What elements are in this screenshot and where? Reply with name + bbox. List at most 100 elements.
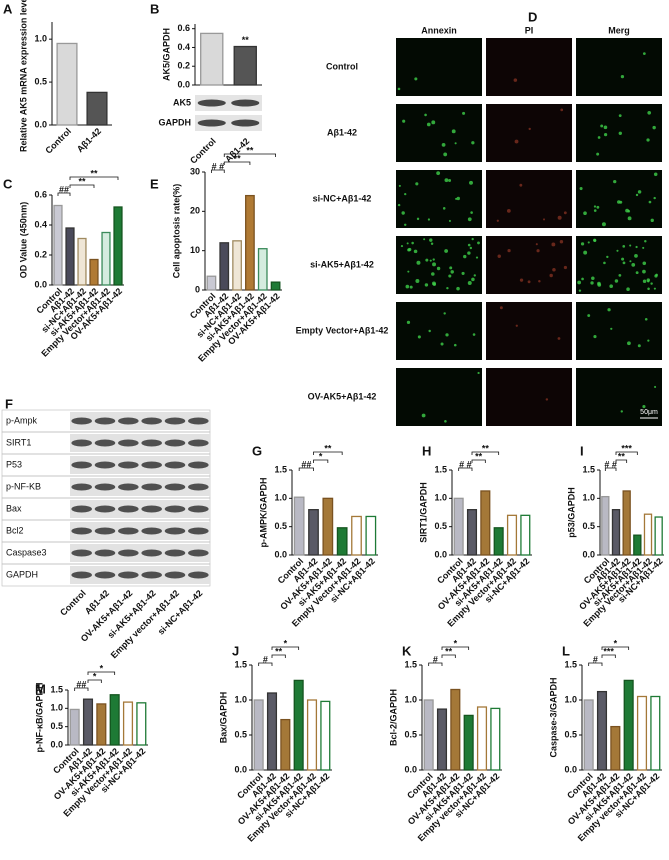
cell-dot <box>647 280 650 283</box>
blot-band <box>231 119 260 127</box>
cell-dot <box>587 314 591 317</box>
cell-dot <box>451 129 456 134</box>
cell-dot <box>635 193 639 197</box>
significance-label: # <box>593 654 598 664</box>
y-tick-label: 1.0 <box>234 694 247 704</box>
significance-bracket <box>441 654 456 658</box>
micrograph <box>576 236 662 294</box>
y-tick-label: 0.5 <box>404 729 417 739</box>
cell-dot <box>616 249 619 252</box>
blot-background <box>70 456 210 474</box>
significance-label: * <box>100 663 104 673</box>
y-tick-label: 1.5 <box>274 464 287 474</box>
blot-band <box>188 549 209 557</box>
panel-letter: E <box>150 176 159 191</box>
panel-letter: I <box>580 443 584 458</box>
blot-band <box>164 571 186 579</box>
significance-label: ** <box>242 35 250 45</box>
cell-dot <box>578 289 582 292</box>
cell-dot <box>432 262 437 267</box>
cell-dot <box>583 250 588 255</box>
micrograph <box>486 302 572 360</box>
cell-dot <box>629 260 632 263</box>
cell-dot <box>463 254 467 259</box>
cell-dot <box>581 277 584 281</box>
blot-band <box>188 527 209 535</box>
cell-dot <box>436 171 441 176</box>
row-label: Empty Vector+Aβ1-42 <box>296 325 389 335</box>
bar <box>245 194 255 291</box>
blot-band <box>141 439 162 447</box>
blot-band <box>141 527 162 535</box>
cell-dot <box>441 143 446 147</box>
cell-dot <box>426 122 431 127</box>
cell-dot <box>462 111 466 115</box>
y-tick-label: 1.5 <box>564 659 577 669</box>
significance-label: ** <box>475 451 483 461</box>
micrograph <box>576 38 662 96</box>
blot-band <box>71 483 92 491</box>
bar <box>320 700 331 771</box>
cell-dot <box>411 241 414 245</box>
significance-label: *** <box>621 443 632 453</box>
cell-dot <box>557 215 562 220</box>
cell-dot <box>621 257 625 261</box>
cell-dot <box>631 263 636 267</box>
bar <box>480 490 491 556</box>
cell-dot <box>398 184 401 187</box>
y-tick-label: 20 <box>190 206 200 216</box>
bar <box>601 495 610 556</box>
cell-dot <box>593 238 597 242</box>
cell-dot <box>442 207 446 210</box>
cell-dot <box>519 183 523 187</box>
blot-band <box>118 461 139 469</box>
cell-dot <box>407 270 410 273</box>
micrograph <box>486 236 572 294</box>
blot-background <box>195 95 262 111</box>
y-tick-label: 0.0 <box>234 764 247 774</box>
cell-dot <box>618 274 622 277</box>
blot-band <box>141 505 162 513</box>
significance-label: # # <box>212 161 225 171</box>
cell-dot <box>449 266 453 270</box>
cell-dot <box>613 179 617 184</box>
y-tick-label: 0.5 <box>50 721 63 731</box>
blot-band <box>141 417 162 425</box>
cell-dot <box>655 273 658 277</box>
bar <box>654 516 663 556</box>
blot-label: AK5 <box>173 97 191 107</box>
y-tick-label: 0.0 <box>274 549 287 559</box>
bar <box>257 248 268 291</box>
cell-dot <box>448 219 451 222</box>
bar <box>476 706 488 771</box>
cell-dot <box>506 208 511 213</box>
blot-band <box>94 549 116 557</box>
significance-label: ** <box>324 443 332 453</box>
cell-dot <box>650 218 654 223</box>
cell-dot <box>653 287 656 290</box>
blot-band <box>71 461 92 469</box>
cell-dot <box>471 277 475 282</box>
panel-letter: L <box>562 643 570 658</box>
y-tick-label: 1.0 <box>564 694 577 704</box>
cell-dot <box>606 255 609 259</box>
significance-bracket <box>471 459 486 463</box>
cell-dot <box>429 238 433 242</box>
cell-dot <box>583 211 587 216</box>
cell-dot <box>642 52 646 55</box>
micrograph <box>396 104 482 162</box>
bar <box>82 698 94 746</box>
cell-dot <box>527 280 531 284</box>
cell-dot <box>477 371 480 375</box>
cell-dot <box>404 223 407 227</box>
cell-dot <box>597 136 601 139</box>
significance-bracket <box>223 153 276 157</box>
protein-label: P53 <box>6 459 22 469</box>
y-axis-label: OD Value (450nm) <box>18 202 28 279</box>
panel-letter: J <box>232 643 239 658</box>
row-label: Control <box>326 61 358 71</box>
y-tick-label: 10 <box>190 245 200 255</box>
significance-bracket <box>258 662 273 666</box>
significance-bracket <box>313 451 343 455</box>
y-tick-label: 0.2 <box>177 61 190 71</box>
